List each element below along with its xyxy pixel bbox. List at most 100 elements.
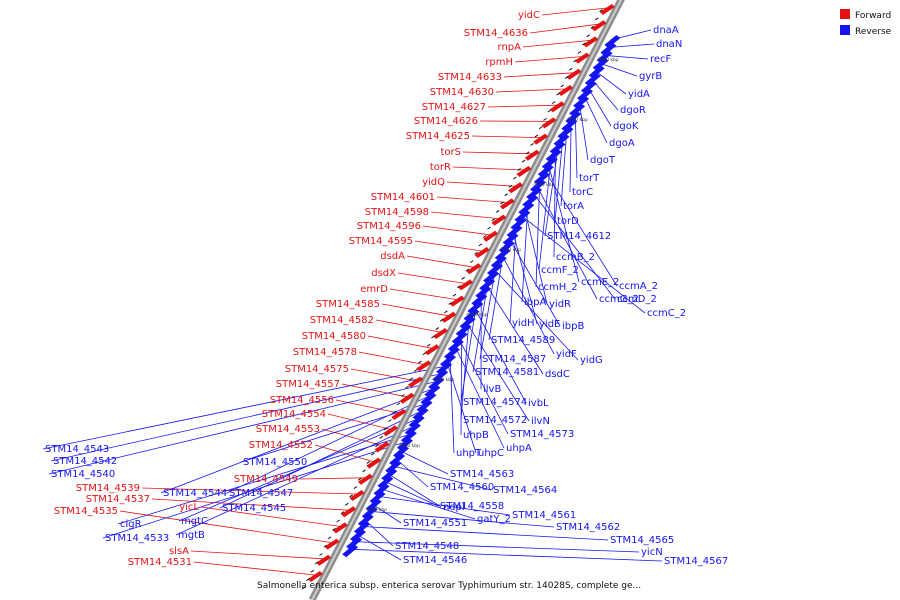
- gene-label-stm14-4560: STM14_4560: [430, 482, 494, 493]
- leader-line-uhpc: [445, 359, 477, 454]
- gene-label-stm14-4549: STM14_4549: [234, 474, 298, 485]
- genome-backbone: [308, 0, 625, 600]
- gene-feature-stm14-4551: [365, 498, 382, 512]
- gene-label-gyrb: gyrB: [639, 71, 662, 82]
- backbone-marker: [422, 352, 427, 356]
- gene-label-uhpc: uhpC: [478, 448, 504, 459]
- gene-label-tort: torT: [579, 173, 600, 184]
- scale-ticks: 3990 kbp 4000 kbp 4010 kbp 4020 kbp 4030 kbp…: [366, 57, 619, 513]
- gene-label-yidh: yidH: [512, 318, 535, 329]
- leader-line-stm14-4531: [193, 561, 315, 576]
- gene-feature-stm14-4560: [389, 453, 406, 466]
- leader-line-torr: [452, 166, 524, 171]
- leader-line-stm14-4565: [359, 526, 609, 541]
- backbone-marker: [513, 176, 517, 180]
- gene-feature-stm14-4548: [357, 513, 374, 527]
- gene-label-yidg: yidG: [580, 355, 603, 366]
- leader-line-uhpb: [460, 328, 463, 436]
- gene-label-stm14-4567: STM14_4567: [664, 556, 728, 567]
- backbone-marker: [452, 293, 457, 297]
- gene-feature-stm14-4630: [558, 85, 574, 96]
- gene-feature-yide: [506, 225, 523, 238]
- backbone-marker: [573, 59, 577, 63]
- gene-feature-tord: [557, 126, 574, 140]
- leader-line-mgtb: [175, 427, 411, 536]
- gene-features: [301, 4, 621, 590]
- scale-tick-label: 4010 kbp: [433, 377, 454, 383]
- gene-label-cigr: cigR: [120, 519, 142, 530]
- gene-label-stm14-4625: STM14_4625: [406, 131, 470, 142]
- gene-feature-stm14-4582: [433, 328, 449, 339]
- gene-feature-stm14-4574: [471, 293, 488, 307]
- gene-feature-mgtc: [408, 415, 425, 428]
- gene-label-ccma-2: ccmA_2: [619, 281, 658, 292]
- legend-label-reverse: Reverse: [855, 27, 892, 37]
- leader-line-recf: [602, 54, 649, 60]
- leader-line-gyrb: [598, 62, 638, 77]
- gene-label-stm14-4587: STM14_4587: [482, 354, 546, 365]
- gene-feature-stm14-4535: [324, 538, 340, 550]
- gene-label-stm14-4545: STM14_4545: [222, 503, 286, 514]
- gene-label-yida: yidA: [628, 89, 650, 100]
- leader-line-stm14-4578: [358, 351, 424, 365]
- gene-label-ivbl: ivbL: [528, 398, 549, 409]
- gene-label-dgok: dgoK: [613, 121, 639, 132]
- gene-feature-dsdc: [479, 278, 496, 292]
- leader-line-ccmc-2: [520, 214, 646, 314]
- gene-label-stm14-4547: STM14_4547: [229, 488, 293, 499]
- gene-label-tors: torS: [441, 147, 462, 158]
- backbone-marker: [362, 469, 366, 473]
- gene-feature-uhpt: [443, 346, 460, 360]
- backbone-marker: [366, 461, 371, 464]
- gene-feature-stm14-4596: [483, 230, 499, 242]
- gene-feature-recf: [596, 50, 613, 64]
- leader-line-stm14-4580: [367, 335, 432, 349]
- leader-line-stm14-4537: [151, 498, 349, 511]
- gene-feature-yidc: [599, 4, 615, 15]
- gene-feature-stm14-4564: [385, 460, 402, 474]
- leader-line-tort: [574, 108, 578, 179]
- gene-feature-stm14-4626: [541, 117, 557, 129]
- gene-label-stm14-4550: STM14_4550: [243, 457, 307, 468]
- gene-feature-stm14-4589: [498, 240, 515, 254]
- gene-feature-dgor: [584, 73, 601, 86]
- leader-line-ccmh-2: [535, 176, 541, 288]
- backbone-marker: [327, 536, 332, 540]
- leader-line-tors: [462, 151, 532, 155]
- backbone-marker: [478, 243, 483, 247]
- gene-feature-stm14-4587: [490, 255, 507, 269]
- gene-feature-stm14-4531: [307, 571, 323, 582]
- leader-line-yidq: [446, 181, 516, 187]
- scale-tick-label: 4030 kbp: [500, 247, 521, 253]
- gene-feature-ibpa: [522, 194, 539, 208]
- leader-line-stm14-4595: [414, 240, 482, 252]
- leader-line-ccmb-2: [553, 146, 556, 258]
- gene-feature-stm14-4552: [366, 457, 382, 469]
- leader-line-stm14-4553: [321, 428, 382, 446]
- gene-label-stm14-4612: STM14_4612: [547, 231, 611, 242]
- gene-feature-stm14-4542: [432, 369, 449, 383]
- backbone-marker: [560, 84, 565, 88]
- backbone-marker: [517, 168, 521, 171]
- gene-label-yidf: yidF: [556, 349, 577, 360]
- gene-label-stm14-4565: STM14_4565: [610, 535, 674, 546]
- backbone-marker: [444, 310, 448, 314]
- gene-feature-ccmc-2: [514, 209, 531, 223]
- backbone-marker: [482, 235, 487, 238]
- gene-feature-uhpc: [440, 354, 456, 368]
- leader-line-ibpb: [508, 237, 561, 327]
- backbone-marker: [530, 143, 534, 146]
- leader-line-yicl: [200, 506, 340, 527]
- gene-feature-tort: [569, 103, 586, 117]
- gene-feature-ccmg-2: [530, 179, 547, 193]
- leader-line-dgoa: [582, 93, 608, 144]
- leader-line-stm14-4558: [383, 480, 439, 507]
- backbone-marker: [577, 51, 582, 54]
- gene-label-ibpb: ibpB: [562, 321, 584, 332]
- leader-line-stm14-4625: [471, 135, 541, 138]
- gene-label-dgoa: dgoA: [609, 138, 635, 149]
- gene-feature-ilvb: [475, 285, 492, 299]
- legend-label-forward: Forward: [855, 11, 891, 21]
- scale-tick-label: 3990 kbp: [366, 507, 387, 513]
